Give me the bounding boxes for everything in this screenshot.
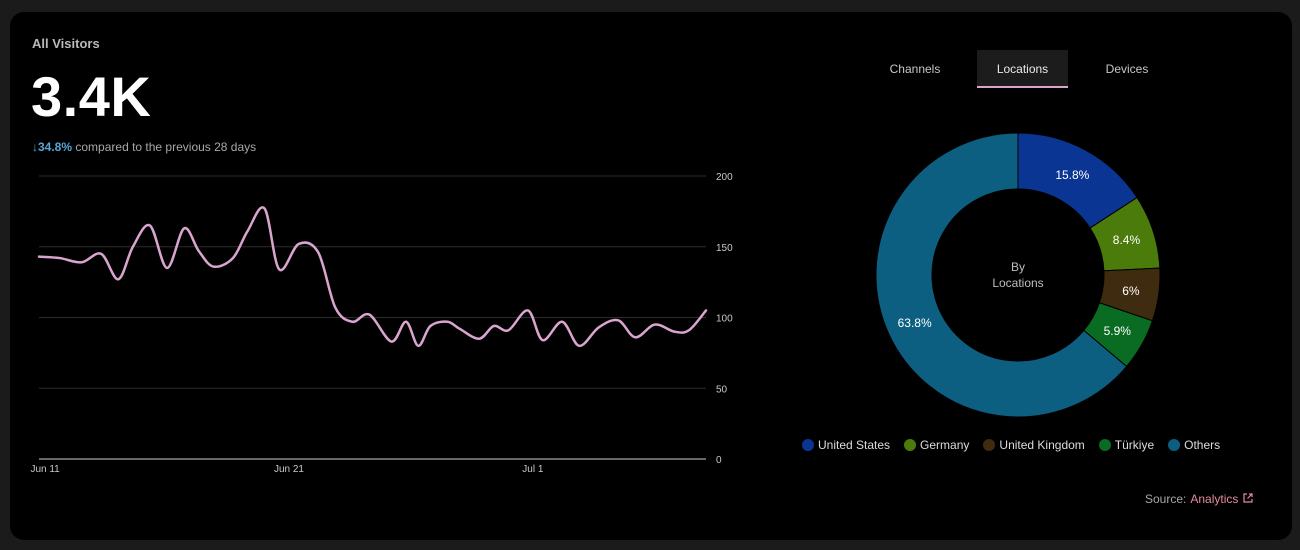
tab-channels-label: Channels bbox=[889, 62, 941, 76]
legend-item-united-states[interactable]: United States bbox=[802, 438, 890, 452]
slice-label: 8.4% bbox=[1113, 233, 1141, 247]
active-tab-indicator bbox=[977, 86, 1068, 88]
tab-locations-label: Locations bbox=[996, 62, 1049, 76]
x-tick-label: Jul 1 bbox=[522, 464, 544, 475]
visitor-total: 3.4K bbox=[31, 65, 152, 128]
tab-channels[interactable]: Channels bbox=[874, 50, 956, 88]
legend-swatch bbox=[802, 439, 814, 451]
legend-label: United States bbox=[818, 438, 891, 452]
legend-item-united-kingdom[interactable]: United Kingdom bbox=[983, 438, 1085, 452]
tab-devices[interactable]: Devices bbox=[1088, 50, 1166, 88]
tab-locations[interactable]: Locations bbox=[977, 50, 1068, 88]
comparison-text: ↓34.8% compared to the previous 28 days bbox=[32, 140, 256, 154]
tab-devices-label: Devices bbox=[1105, 62, 1149, 76]
y-tick-label: 50 bbox=[716, 384, 728, 395]
x-tick-label: Jun 11 bbox=[30, 464, 60, 475]
donut-center-label: Locations bbox=[992, 276, 1043, 290]
y-tick-label: 100 bbox=[716, 314, 733, 325]
y-tick-label: 0 bbox=[716, 455, 722, 466]
legend-swatch bbox=[1098, 439, 1111, 451]
legend-item-others[interactable]: Others bbox=[1168, 438, 1220, 452]
legend-label: Germany bbox=[920, 438, 970, 452]
down-arrow-icon: ↓ bbox=[32, 140, 38, 154]
legend-item-germany[interactable]: Germany bbox=[904, 438, 969, 452]
legend-label: Türkiye bbox=[1114, 438, 1155, 452]
source-link-label: Analytics bbox=[1190, 492, 1239, 506]
slice-label: 6% bbox=[1122, 284, 1140, 298]
donut-legend: United States Germany United Kingdom Tür… bbox=[802, 438, 1220, 452]
slice-label: 63.8% bbox=[898, 316, 932, 330]
y-tick-label: 150 bbox=[716, 243, 733, 254]
legend-swatch bbox=[983, 439, 996, 451]
visitors-series-line bbox=[37, 206, 708, 348]
visitors-card: All Visitors 3.4K ↓34.8% compared to the… bbox=[10, 12, 1292, 540]
y-tick-label: 200 bbox=[716, 172, 733, 183]
legend-label: Others bbox=[1184, 438, 1221, 452]
legend-swatch bbox=[1168, 439, 1181, 451]
comparison-label: compared to the previous 28 days bbox=[75, 140, 257, 154]
source-attribution: Source: Analytics bbox=[1145, 491, 1254, 506]
card-title: All Visitors bbox=[32, 36, 100, 51]
legend-swatch bbox=[904, 439, 917, 451]
source-link[interactable]: Analytics bbox=[1190, 491, 1254, 506]
donut-center-label: By bbox=[1011, 260, 1025, 274]
slice-label: 15.8% bbox=[1055, 168, 1089, 182]
external-link-icon bbox=[1243, 493, 1253, 503]
legend-label: United Kingdom bbox=[999, 438, 1085, 452]
change-percent: 34.8% bbox=[38, 140, 73, 154]
slice-label: 5.9% bbox=[1104, 324, 1132, 338]
x-tick-label: Jun 21 bbox=[274, 464, 304, 475]
donut-slice[interactable] bbox=[875, 132, 1128, 418]
legend-item-turkiye[interactable]: Türkiye bbox=[1098, 438, 1155, 452]
source-prefix: Source: bbox=[1145, 491, 1187, 506]
